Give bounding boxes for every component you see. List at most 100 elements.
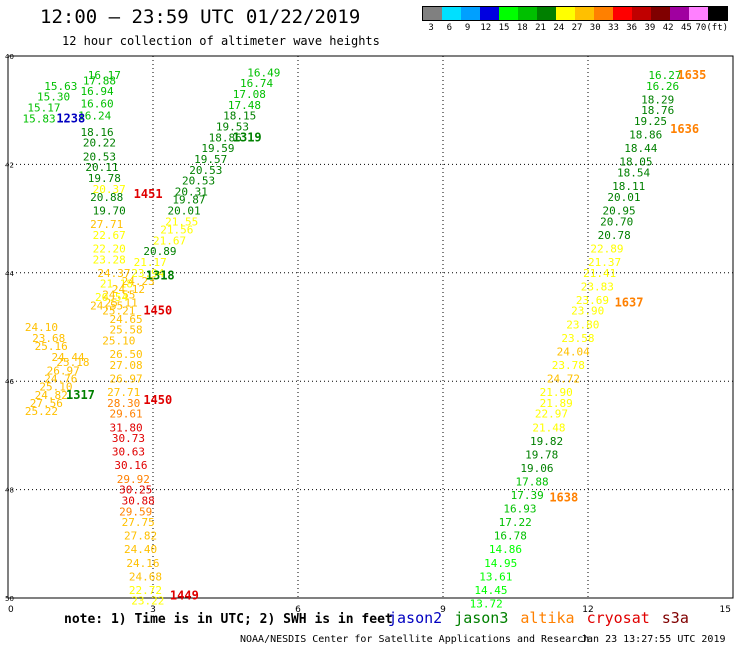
wave-height-value: 27.08 [110,359,143,372]
wave-height-value: 21.17 [134,256,167,269]
wave-height-value: 28.30 [107,397,140,410]
wave-height-value: 25.58 [110,324,143,337]
wave-height-value: 27.75 [122,516,155,529]
legend-label: 18 [516,23,528,33]
wave-height-value: 18.15 [223,110,256,123]
legend-swatch [594,7,613,20]
wave-height-value: 27.71 [90,218,123,231]
wave-height-value: 24.12 [112,283,145,296]
wave-height-value: 20.89 [143,245,176,258]
legend-swatch [461,7,480,20]
wave-height-value: 30.25 [119,484,152,497]
wave-height-value: 18.54 [617,167,650,180]
legend-label: 12 [480,23,492,33]
page-subtitle: 12 hour collection of altimeter wave hei… [62,34,380,48]
satellite-altika: altika [520,609,575,627]
wave-height-value: 25.10 [102,335,135,348]
wave-height-value: 30.16 [114,459,147,472]
pass-time-label: 1638 [549,491,578,505]
legend-swatch [613,7,632,20]
wave-height-value: 15.30 [37,91,70,104]
wave-height-value: 16.78 [494,530,527,543]
legend-swatch [423,7,442,20]
wave-height-value: 20.54 [95,291,128,304]
wave-height-value: 23.22 [131,595,164,608]
wave-height-value: 18.16 [81,126,114,139]
pass-time-label: 1238 [56,111,85,125]
legend-swatch [632,7,651,20]
wave-height-value: 31.80 [110,421,143,434]
wave-height-value: 23.78 [552,359,585,372]
wave-height-value: 27.71 [107,386,140,399]
wave-height-value: 13.72 [470,597,503,610]
wave-height-value: 20.53 [83,150,116,163]
wave-height-value: 17.39 [511,489,544,502]
wave-height-value: 20.53 [182,175,215,188]
wave-height-value: 21.67 [153,234,186,247]
pass-time-label: 1449 [170,588,199,602]
wave-height-value: 19.78 [525,448,558,461]
wave-height-value: 20.31 [175,186,208,199]
y-tick-label: 48 [5,487,14,495]
legend-label: 27 [571,23,583,33]
pass-time-label: 1318 [146,269,175,283]
wave-height-value: 19.06 [520,462,553,475]
wave-height-value: 18.05 [619,156,652,169]
legend-swatch [480,7,499,20]
satellite-jason3: jason3 [454,609,509,627]
wave-height-value: 19.70 [93,204,126,217]
pass-time-label: 1450 [143,304,172,318]
legend-label: 42 [662,23,674,33]
wave-height-value: 23.90 [571,305,604,318]
wave-height-value: 16.17 [88,69,121,82]
wave-height-value: 20.53 [189,164,222,177]
wave-height-value: 16.94 [81,85,114,98]
wave-height-value: 21.18 [100,278,133,291]
wave-height-value: 21.90 [540,386,573,399]
pass-time-label: 1317 [66,388,95,402]
wave-height-value: 20.70 [600,215,633,228]
wave-height-value: 25.16 [35,340,68,353]
y-tick-label: 44 [5,270,14,278]
wave-height-value: 24.76 [44,372,77,385]
wave-height-value: 29.92 [117,473,150,486]
wave-height-value: 23.83 [581,280,614,293]
legend-label: 3 [428,23,434,33]
wave-height-value: 14.45 [474,584,507,597]
wave-height-value: 19.78 [88,172,121,185]
wave-height-value: 15.83 [23,112,56,125]
wave-height-value: 18.11 [612,180,645,193]
wave-height-value: 27.82 [124,530,157,543]
legend-label: 21 [535,23,546,33]
pass-time-label: 1451 [134,187,163,201]
wave-height-value: 23.28 [93,253,126,266]
wave-height-value: 14.95 [484,557,517,570]
legend-labels: 3 6 9 12 15 18 21 24 27 30 33 36 39 42 45 70(ft) [422,23,728,33]
legend-label: 36 [626,23,638,33]
pass-time-label: 1635 [677,68,706,82]
wave-height-value: 19.25 [634,115,667,128]
wave-height-value: 24.44 [52,351,85,364]
wave-height-value: 29.59 [119,505,152,518]
page-title: 12:00 — 23:59 UTC 01/22/2019 [40,6,361,28]
legend-swatch [689,7,708,20]
pass-time-label: 1450 [143,393,172,407]
wave-height-value: 24.40 [124,543,157,556]
wave-height-value: 23.69 [576,294,609,307]
wave-height-value: 24.04 [557,345,590,358]
legend-swatch [518,7,537,20]
wave-height-value: 17.48 [228,99,261,112]
wave-height-value: 16.27 [648,69,681,82]
footer-credit: NOAA/NESDIS Center for Satellite Applica… [240,634,590,645]
pass-time-label: 1319 [233,130,262,144]
wave-height-value: 15.17 [27,101,60,114]
wave-height-value: 16.26 [646,80,679,93]
legend-label: 15 [498,23,510,33]
wave-height-value: 24.55 [90,299,123,312]
wave-height-value: 13.61 [479,570,512,583]
wave-height-value: 25.10 [39,381,72,394]
wave-height-value: 22.97 [535,408,568,421]
wave-height-value: 24.72 [547,372,580,385]
legend-label: 6 [446,23,453,33]
wave-height-value: 23.68 [32,332,65,345]
